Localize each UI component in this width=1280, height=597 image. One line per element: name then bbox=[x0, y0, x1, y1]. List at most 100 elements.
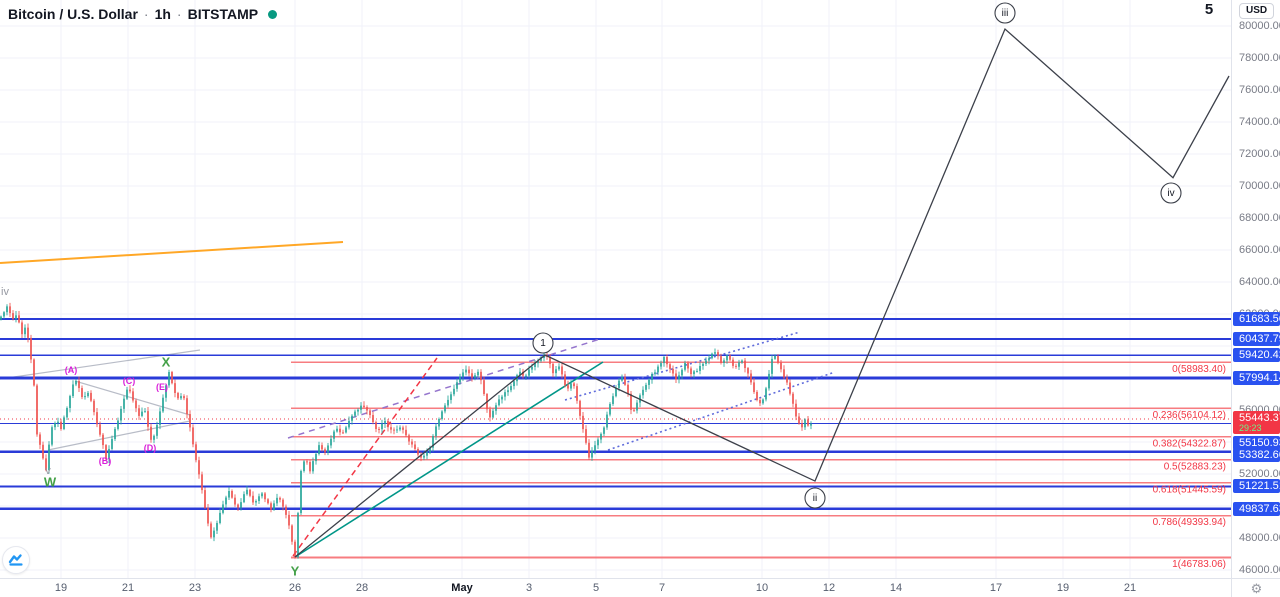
candle-body bbox=[435, 426, 437, 437]
wave-label-green[interactable]: Y bbox=[291, 564, 300, 579]
blue-dotted-channel-line[interactable] bbox=[564, 331, 801, 401]
candle-body bbox=[474, 375, 476, 378]
price-axis[interactable]: USD 80000.00 78000.00 76000.00 74000.00 7200… bbox=[1231, 0, 1280, 578]
chart-pane[interactable]: (A)(B)(C)(D)(E)WXYivv1iiiiiiv0(58983.40)… bbox=[0, 0, 1231, 578]
circled-wave-label[interactable]: iv bbox=[1160, 182, 1182, 204]
orange-trendline[interactable] bbox=[0, 241, 344, 264]
candle bbox=[312, 457, 314, 474]
logo-glyph bbox=[8, 554, 23, 566]
candle bbox=[300, 469, 302, 515]
candle-body bbox=[99, 424, 101, 435]
candle bbox=[576, 383, 578, 404]
time-axis[interactable]: 19 21 23 26 28 May 3 5 7 10 12 14 17 19 21 bbox=[0, 578, 1231, 597]
candle bbox=[726, 354, 728, 364]
blue-dotted-channel-line[interactable] bbox=[607, 371, 836, 451]
candle-body bbox=[102, 434, 104, 446]
time-axis-tick: 3 bbox=[525, 582, 533, 594]
wave-label-magenta[interactable]: (E) bbox=[156, 382, 168, 392]
candle-body bbox=[75, 381, 77, 385]
wave-circle bbox=[1160, 182, 1182, 204]
wave-label-magenta[interactable]: (A) bbox=[65, 365, 78, 375]
candle-body bbox=[84, 396, 86, 398]
wave-label-gray[interactable]: v bbox=[45, 465, 51, 477]
candle-body bbox=[600, 433, 602, 440]
candle-body bbox=[564, 374, 566, 386]
candle-body bbox=[783, 369, 785, 378]
candle-body bbox=[390, 427, 392, 430]
teal-trendline[interactable] bbox=[294, 361, 604, 558]
wave-circle bbox=[994, 2, 1016, 24]
candle bbox=[669, 362, 671, 373]
candle-body bbox=[111, 439, 113, 449]
exchange-label[interactable]: BITSTAMP bbox=[187, 6, 259, 22]
candle bbox=[366, 405, 368, 415]
gear-icon[interactable]: ⚙ bbox=[1250, 581, 1263, 596]
candle-body bbox=[729, 355, 731, 360]
wave-label-magenta[interactable]: (D) bbox=[144, 443, 157, 453]
candle-body bbox=[534, 363, 536, 367]
wave-label-magenta[interactable]: (B) bbox=[99, 456, 112, 466]
horizontal-price-lines[interactable] bbox=[0, 318, 1231, 510]
candle-body bbox=[447, 399, 449, 406]
candle-body bbox=[642, 389, 644, 396]
fib-retracement[interactable] bbox=[291, 361, 1231, 559]
candle-body bbox=[303, 461, 305, 471]
candle-body bbox=[354, 411, 356, 416]
candle-body bbox=[450, 394, 452, 400]
time-axis-tick: 5 bbox=[592, 582, 600, 594]
candle bbox=[369, 409, 371, 419]
time-axis-tick: 19 bbox=[1056, 582, 1070, 594]
symbol-title[interactable]: Bitcoin / U.S. Dollar bbox=[8, 6, 138, 22]
circled-wave-label[interactable]: 1 bbox=[532, 332, 554, 354]
candle bbox=[753, 377, 755, 394]
candle bbox=[273, 500, 275, 511]
candle bbox=[318, 441, 320, 456]
market-status-icon[interactable] bbox=[268, 9, 278, 19]
candle bbox=[279, 496, 281, 503]
candle bbox=[714, 348, 716, 357]
candle-body bbox=[459, 376, 461, 383]
candle bbox=[792, 391, 794, 408]
candle-body bbox=[246, 489, 248, 495]
candle-body bbox=[402, 427, 404, 430]
wave-label-green[interactable]: W bbox=[44, 475, 57, 490]
candle-body bbox=[630, 393, 632, 410]
red-dashed-trendline[interactable] bbox=[292, 357, 438, 557]
candle bbox=[507, 386, 509, 396]
candle bbox=[633, 407, 635, 412]
candle-body bbox=[363, 405, 365, 408]
circled-wave-label[interactable]: iii bbox=[994, 2, 1016, 24]
candle bbox=[603, 426, 605, 437]
candle-body bbox=[231, 491, 233, 498]
candle-body bbox=[420, 454, 422, 458]
candle-body bbox=[456, 382, 458, 389]
candle-body bbox=[210, 523, 212, 538]
candle-body bbox=[753, 382, 755, 392]
wave-5-label[interactable]: 5 bbox=[1204, 1, 1214, 18]
candle bbox=[612, 393, 614, 406]
candle-body bbox=[324, 449, 326, 453]
candle bbox=[471, 369, 473, 382]
candle-body bbox=[297, 513, 299, 558]
elliott-projection-line[interactable] bbox=[294, 27, 1230, 558]
candle bbox=[750, 369, 752, 385]
candle bbox=[810, 421, 812, 430]
gray-trendline[interactable] bbox=[47, 420, 191, 451]
wave-label-gray[interactable]: iv bbox=[1, 286, 9, 298]
candle-body bbox=[144, 411, 146, 413]
candle-body bbox=[165, 385, 167, 398]
candle bbox=[63, 415, 65, 431]
circled-wave-label[interactable]: ii bbox=[804, 487, 826, 509]
currency-toggle-button[interactable]: USD bbox=[1239, 3, 1275, 19]
tradingview-logo[interactable] bbox=[2, 546, 30, 574]
wave-label-green[interactable]: X bbox=[162, 355, 171, 370]
candle bbox=[3, 311, 5, 319]
wave-label-magenta[interactable]: (C) bbox=[123, 376, 136, 386]
candle-body bbox=[351, 415, 353, 421]
candle bbox=[387, 419, 389, 432]
candle-body bbox=[399, 427, 401, 430]
interval-label[interactable]: 1h bbox=[154, 6, 171, 22]
symbol-legend[interactable]: Bitcoin / U.S. Dollar · 1h · BITSTAMP bbox=[8, 5, 278, 23]
candle-body bbox=[537, 360, 539, 364]
candle bbox=[762, 398, 764, 405]
